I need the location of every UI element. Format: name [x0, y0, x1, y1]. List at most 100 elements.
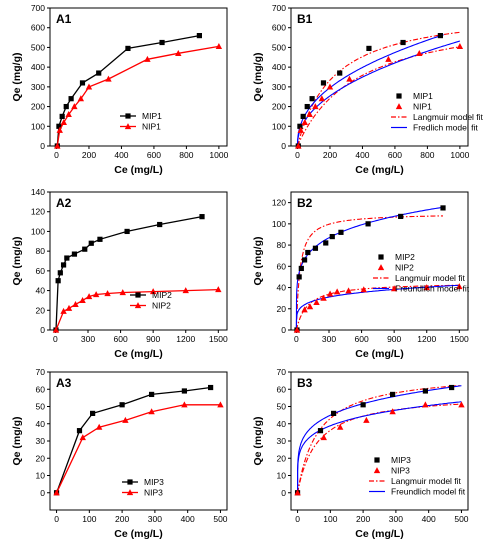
- data-point-nip2: [149, 288, 157, 295]
- data-point-mip1: [96, 70, 102, 76]
- langmuir-fit-curve: [297, 384, 462, 493]
- panel-label: B2: [297, 196, 313, 210]
- data-point-nip1: [144, 55, 151, 62]
- plot-frame: [49, 371, 228, 511]
- y-tick-label: 20: [277, 304, 287, 314]
- y-tick-label: 500: [272, 42, 286, 52]
- panel-label: A1: [56, 12, 72, 26]
- y-tick-label: 0: [281, 141, 286, 151]
- data-point-mip1: [125, 45, 131, 52]
- x-tick-label: 200: [115, 514, 129, 524]
- data-point-nip2: [52, 326, 60, 333]
- data-point-nip3: [79, 434, 86, 441]
- data-point-mip2: [124, 228, 130, 235]
- y-tick-label: 300: [272, 82, 286, 92]
- data-point-nip1: [105, 75, 112, 82]
- y-tick-label: 50: [277, 402, 287, 412]
- data-point-nip2: [92, 291, 100, 298]
- legend-label: Langmuir model fit: [391, 476, 462, 486]
- data-point-nip1: [326, 83, 334, 90]
- y-axis-label: Qe (mg/g): [11, 237, 23, 286]
- x-tick-label: 300: [322, 334, 336, 344]
- panel-b2: 0 300 600 900 1200 1500 0 20 40 60 80 100 120 Ce (mg/…: [252, 191, 470, 360]
- x-tick-label: 1200: [417, 334, 436, 344]
- data-point-mip2: [365, 221, 371, 227]
- data-point-mip2: [398, 213, 404, 220]
- y-tick-label: 70: [36, 367, 46, 377]
- y-tick-label: 500: [31, 42, 45, 52]
- data-point-nip2: [333, 288, 341, 295]
- y-tick-label: 100: [31, 121, 45, 131]
- data-point-nip2: [65, 304, 73, 311]
- y-tick-label: 30: [36, 436, 46, 446]
- data-point-mip1: [309, 96, 315, 102]
- data-point-mip2: [64, 255, 70, 261]
- data-point-mip1: [159, 39, 165, 46]
- data-point-mip1: [79, 80, 86, 86]
- data-point-mip2: [323, 240, 329, 246]
- y-tick-label: 100: [272, 219, 286, 229]
- data-point-mip2: [305, 249, 311, 256]
- data-point-mip3: [360, 402, 366, 408]
- data-point-nip1: [297, 126, 304, 133]
- data-point-mip2: [157, 221, 163, 228]
- y-tick-label: 700: [31, 3, 45, 13]
- data-point-mip3: [390, 391, 396, 398]
- x-tick-label: 1200: [176, 334, 195, 344]
- data-point-mip1: [59, 113, 65, 120]
- data-point-mip1: [366, 45, 372, 52]
- y-axis-label: Qe (mg/g): [11, 53, 23, 102]
- data-point-nip3: [336, 423, 344, 430]
- data-point-nip1: [416, 49, 423, 56]
- x-tick-label: 400: [355, 150, 369, 160]
- y-tick-label: 600: [272, 23, 286, 33]
- y-tick-label: 20: [277, 453, 287, 463]
- data-point-nip3: [148, 408, 155, 415]
- data-point-nip1: [385, 55, 392, 62]
- data-point-mip1: [56, 123, 62, 129]
- x-tick-label: 0: [294, 334, 299, 344]
- panel-a2: 0 300 600 900 1200 1500 0 20 40 60 80 100 120 140 Ce (…: [11, 187, 228, 360]
- y-tick-label: 0: [281, 488, 286, 498]
- data-point-mip3: [422, 388, 428, 394]
- y-tick-label: 60: [277, 261, 287, 271]
- data-point-mip1: [437, 33, 443, 39]
- x-tick-label: 0: [54, 514, 59, 524]
- data-point-nip1: [85, 83, 93, 90]
- data-point-nip2: [320, 294, 327, 301]
- plot-frame: [49, 7, 228, 147]
- legend-label: NIP2: [152, 301, 171, 311]
- x-tick-label: 300: [81, 334, 95, 344]
- x-tick-label: 600: [147, 150, 161, 160]
- data-point-mip2: [301, 257, 308, 263]
- x-tick-label: 300: [148, 514, 162, 524]
- y-tick-label: 10: [36, 471, 46, 481]
- data-point-mip2: [60, 262, 67, 268]
- y-axis-label: Qe (mg/g): [11, 417, 23, 466]
- x-tick-label: 500: [213, 514, 227, 524]
- x-tick-label: 0: [54, 150, 59, 160]
- data-point-mip2: [296, 274, 302, 280]
- plot-frame: [49, 191, 228, 331]
- y-tick-label: 400: [31, 62, 45, 72]
- data-point-mip1: [196, 33, 202, 39]
- y-tick-label: 0: [40, 325, 45, 335]
- data-point-nip3: [363, 416, 370, 423]
- data-point-mip3: [331, 410, 337, 416]
- y-tick-label: 60: [36, 266, 46, 276]
- legend-marker: [395, 103, 403, 110]
- y-tick-label: 0: [281, 325, 286, 335]
- legend-label: MIP3: [144, 477, 164, 487]
- data-point-nip3: [181, 401, 188, 408]
- y-tick-label: 80: [277, 240, 287, 250]
- x-tick-label: 800: [179, 150, 193, 160]
- data-point-mip2: [312, 245, 319, 251]
- data-point-nip1: [77, 95, 85, 102]
- x-tick-label: 300: [389, 514, 403, 524]
- data-point-mip1: [337, 70, 343, 76]
- legend-label: Freundlich model fit: [395, 284, 470, 294]
- freundlich-fit-curve: [297, 385, 462, 493]
- legend-label: MIP3: [391, 455, 411, 465]
